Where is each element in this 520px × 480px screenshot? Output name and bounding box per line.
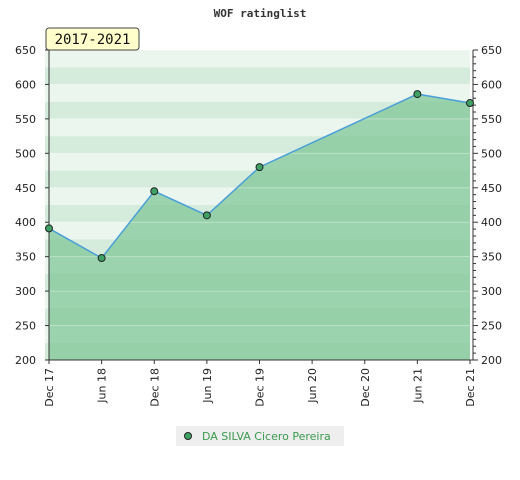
x-tick-label: Dec 18 xyxy=(148,368,161,407)
legend-label: DA SILVA Cicero Pereira xyxy=(202,430,331,443)
y-tick-label-left: 200 xyxy=(15,354,36,367)
period-label: 2017-2021 xyxy=(55,32,131,48)
data-points xyxy=(45,90,474,263)
y-tick-label-left: 450 xyxy=(15,182,36,195)
background-band xyxy=(45,50,470,68)
y-tick-label-left: 400 xyxy=(15,216,36,229)
y-tick-label-left: 350 xyxy=(15,251,36,264)
y-tick-label-left: 550 xyxy=(15,113,36,126)
period-badge: 2017-2021 xyxy=(45,27,140,51)
x-tick-label: Dec 19 xyxy=(254,368,267,407)
x-tick-label: Jun 21 xyxy=(411,368,424,404)
y-tick-label-right: 550 xyxy=(481,113,502,126)
data-point xyxy=(255,163,264,172)
y-tick-label-right: 350 xyxy=(481,251,502,264)
data-area xyxy=(49,94,470,360)
legend-marker xyxy=(184,432,192,440)
axes: 200 200 250 250 300 300 350 350 400 400 450 450 500 5… xyxy=(15,44,502,407)
x-tick-label: Dec 17 xyxy=(43,368,56,407)
y-tick-label-right: 250 xyxy=(481,320,502,333)
y-tick-label-right: 600 xyxy=(481,78,502,91)
data-point xyxy=(413,90,422,99)
x-tick-label: Jun 18 xyxy=(96,368,109,404)
x-tick-label: Dec 21 xyxy=(464,368,477,407)
y-tick-label-left: 250 xyxy=(15,320,36,333)
y-tick-label-left: 650 xyxy=(15,44,36,57)
background-band xyxy=(45,101,470,119)
y-tick-label-right: 500 xyxy=(481,147,502,160)
y-tick-label-left: 600 xyxy=(15,78,36,91)
data-point xyxy=(466,99,474,108)
y-tick-label-right: 300 xyxy=(481,285,502,298)
x-tick-label: Jun 20 xyxy=(306,368,319,404)
data-point xyxy=(150,187,159,196)
y-tick-label-right: 450 xyxy=(481,182,502,195)
y-tick-label-left: 500 xyxy=(15,147,36,160)
x-tick-label: Jun 19 xyxy=(201,368,214,404)
data-point xyxy=(45,224,53,233)
legend: DA SILVA Cicero Pereira xyxy=(176,426,344,446)
background-band xyxy=(45,84,470,102)
y-tick-label-left: 300 xyxy=(15,285,36,298)
y-tick-label-right: 200 xyxy=(481,354,502,367)
chart-title: WOF ratinglist xyxy=(214,7,307,20)
background-band xyxy=(45,67,470,85)
y-tick-label-right: 400 xyxy=(481,216,502,229)
series-area xyxy=(49,94,470,360)
data-point xyxy=(202,211,211,220)
data-point xyxy=(97,254,106,263)
y-tick-label-right: 650 xyxy=(481,44,502,57)
x-tick-label: Dec 20 xyxy=(359,368,372,407)
